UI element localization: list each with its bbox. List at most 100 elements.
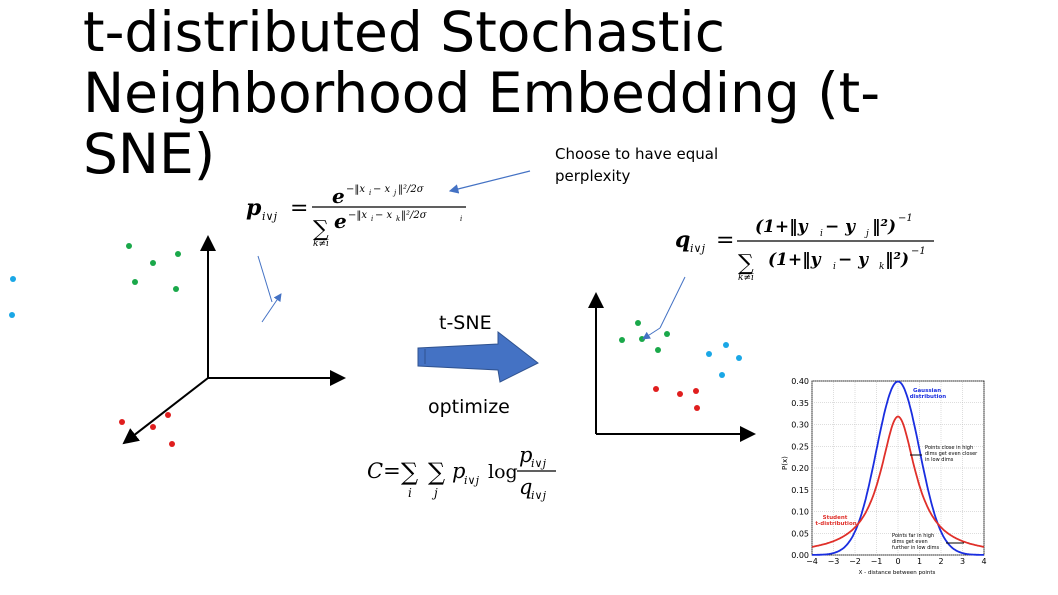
tsne-arrow-icon	[417, 330, 539, 383]
p-den-exp-mid: − x	[375, 210, 393, 221]
chart-x-ticks: −4 −3 −2 −1 0 1 2 3 4	[806, 557, 986, 566]
cyan-point	[706, 351, 712, 357]
green-point	[132, 279, 138, 285]
q-den-k: k	[879, 262, 884, 272]
green-point	[664, 331, 670, 337]
high-dim-points	[9, 243, 181, 447]
cost-p-sub: i∨j	[464, 474, 480, 487]
red-point	[119, 419, 125, 425]
student-curve	[811, 415, 985, 548]
q-den-sum: ∑	[738, 251, 754, 276]
high-dim-axes	[122, 235, 346, 445]
p-lhs: p	[246, 195, 262, 221]
q-num-i: i	[820, 229, 823, 239]
student-legend-line2: t-distribution	[815, 521, 856, 527]
p-den-exp-k: k	[396, 215, 400, 223]
y-tick-label: 0.15	[791, 486, 809, 495]
cost-sum-j-sub: j	[431, 486, 438, 500]
p-den-sum: ∑	[313, 217, 329, 242]
p-num-exp: −‖x	[346, 184, 365, 195]
green-point	[635, 320, 641, 326]
y-tick-label: 0.05	[791, 529, 809, 538]
p-lhs-sub: i∨j	[262, 210, 278, 223]
y-tick-label: 0.10	[791, 508, 809, 517]
q-den-i: i	[833, 262, 836, 272]
ld-pointer-arrow	[642, 327, 661, 340]
cost-equation: C= ∑ i ∑ j p i∨j log p i∨j q i∨j	[367, 443, 556, 502]
red-point	[693, 388, 699, 394]
p-den-exp-sigma-sub: i	[460, 215, 462, 223]
gaussian-curve	[812, 380, 984, 556]
cyan-point	[9, 312, 15, 318]
red-point	[677, 391, 683, 397]
y-tick-label: 0.40	[791, 377, 809, 386]
optimize-label: optimize	[428, 396, 510, 418]
hd-pointer-line	[257, 255, 273, 303]
x-tick-label: −1	[871, 557, 883, 566]
cost-p: p	[452, 459, 465, 483]
q-num-exp: −1	[898, 213, 913, 224]
gaussian-legend-line2: distribution	[910, 394, 946, 400]
green-point	[175, 251, 181, 257]
p-num-exp-j: j	[392, 189, 397, 197]
annot-far: Points far in high dims get even further…	[892, 533, 940, 551]
cost-sum-i: ∑	[401, 458, 418, 486]
tsne-label: t-SNE	[439, 312, 492, 334]
q-den-exp: −1	[911, 246, 926, 257]
cost-frac-num: p	[519, 443, 532, 467]
q-num-mid: − y	[825, 217, 856, 237]
green-point	[173, 286, 179, 292]
p-equation: p i∨j = e −‖x i − x j ‖²/2σ ∑ k≠i e −‖x …	[246, 184, 466, 249]
note-arrow	[448, 170, 531, 194]
chart-y-ticks: 0.00 0.05 0.10 0.15 0.20 0.25 0.30 0.35 0.40	[791, 377, 809, 560]
p-den-exp-tail: ‖²/2σ	[401, 210, 428, 221]
p-den-exp: −‖x	[348, 210, 367, 221]
p-den-sub: k≠i	[313, 239, 329, 249]
x-tick-label: −2	[849, 557, 861, 566]
cost-lhs: C=	[367, 459, 401, 483]
slide-title: t-distributed Stochastic Neighborhood Em…	[83, 0, 881, 186]
low-dim-points	[619, 320, 742, 411]
red-point	[150, 424, 156, 430]
cost-sum-i-sub: i	[408, 486, 412, 500]
ld-pointer-line	[659, 276, 686, 329]
x-tick-label: −3	[828, 557, 840, 566]
green-point	[639, 336, 645, 342]
red-point	[169, 441, 175, 447]
hd-pointer-arrow	[261, 293, 282, 323]
p-den-exp-i: i	[371, 215, 373, 223]
q-den-sub: k≠i	[738, 273, 754, 283]
q-num-tail: ‖²)	[872, 217, 896, 237]
cost-frac-den-sub: i∨j	[531, 489, 547, 502]
y-tick-label: 0.25	[791, 442, 809, 451]
student-legend-line1: Student	[823, 515, 848, 521]
gaussian-legend-line1: Gaussian	[913, 388, 941, 394]
y-tick-label: 0.30	[791, 421, 809, 430]
x-tick-label: −4	[806, 557, 818, 566]
red-point	[694, 405, 700, 411]
green-point	[619, 337, 625, 343]
x-tick-label: 0	[895, 557, 900, 566]
y-tick-label: 0.00	[791, 551, 809, 560]
q-den-mid: − y	[838, 250, 869, 270]
red-point	[653, 386, 659, 392]
q-lhs: q	[675, 227, 690, 253]
p-num-exp-tail: ‖²/2σ	[398, 184, 425, 195]
perplexity-note: Choose to have equal perplexity	[555, 145, 719, 185]
q-equation: q i∨j = (1+‖y i − y j ‖²) −1 ∑ k≠i (1+‖y…	[675, 213, 934, 283]
y-tick-label: 0.35	[791, 399, 809, 408]
x-tick-label: 1	[917, 557, 922, 566]
green-point	[126, 243, 132, 249]
cyan-point	[10, 276, 16, 282]
red-point	[165, 412, 171, 418]
chart-ylabel: P(x)	[781, 456, 789, 470]
cost-sum-j: ∑	[428, 458, 445, 486]
q-equals: =	[716, 228, 734, 253]
green-point	[150, 260, 156, 266]
chart-xlabel: X - distance between points	[859, 570, 936, 576]
gaussian-legend: Gaussian distribution	[910, 388, 946, 400]
cost-frac-num-sub: i∨j	[531, 457, 547, 470]
p-den-base: e	[334, 209, 347, 233]
cyan-point	[719, 372, 725, 378]
